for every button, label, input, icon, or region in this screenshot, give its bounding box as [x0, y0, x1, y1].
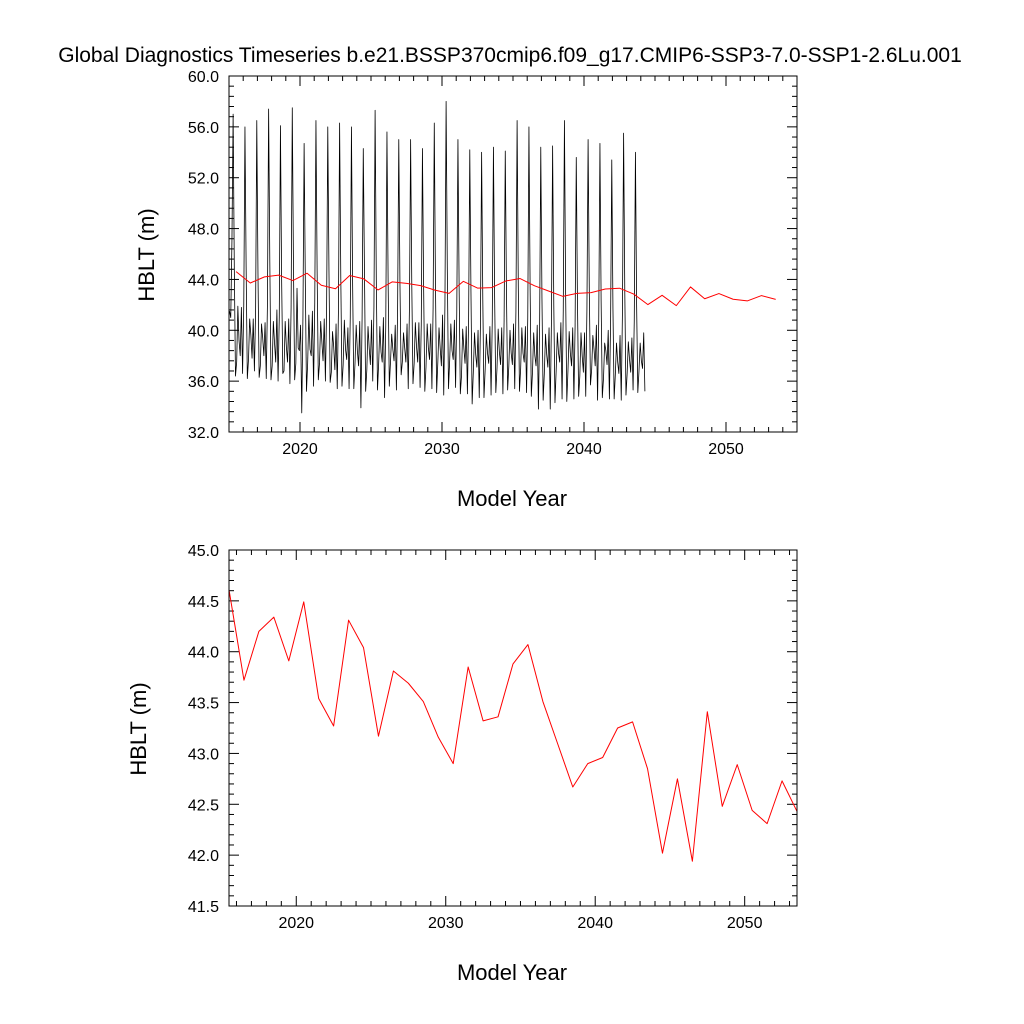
top-panel-plot-frame	[228, 75, 798, 433]
top-panel-x-tick-label: 2020	[282, 441, 318, 458]
bottom-panel-annual-timeseries: HBLT (m) Model Year 2020 2030 2040 2050 41.5…	[126, 543, 798, 985]
top-panel-y-tick-label: 44.0	[188, 272, 219, 289]
top-panel-monthly-series-line	[229, 101, 646, 414]
top-panel-x-tick-label: 2050	[708, 441, 744, 458]
top-panel-y-tick-label: 56.0	[188, 120, 219, 137]
bottom-panel-y-tick-label: 44.0	[188, 645, 219, 662]
top-panel-y-axis-label: HBLT (m)	[134, 208, 159, 301]
bottom-panel-plot-frame	[228, 549, 798, 907]
top-panel-y-tick-label: 60.0	[188, 69, 219, 86]
chart-title: Global Diagnostics Timeseries b.e21.BSSP…	[58, 44, 962, 67]
bottom-panel-y-tick-label: 43.5	[188, 696, 219, 713]
bottom-panel-y-tick-label: 43.0	[188, 746, 219, 763]
top-panel-x-tick-label: 2040	[566, 441, 602, 458]
bottom-panel-x-tick-label: 2030	[428, 915, 464, 932]
bottom-panel-annual-series-line	[228, 589, 798, 862]
bottom-panel-y-tick-label: 42.5	[188, 797, 219, 814]
bottom-panel-x-tick-label: 2040	[577, 915, 613, 932]
bottom-panel-x-axis-label: Model Year	[457, 960, 567, 985]
bottom-panel-x-tick-label: 2050	[727, 915, 763, 932]
bottom-panel-y-tick-label: 45.0	[188, 543, 219, 560]
top-panel-y-tick-label: 52.0	[188, 171, 219, 188]
top-panel-x-axis-label: Model Year	[457, 486, 567, 511]
top-panel-y-tick-label: 36.0	[188, 374, 219, 391]
top-panel-y-tick-label: 48.0	[188, 222, 219, 239]
bottom-panel-x-tick-label: 2020	[278, 915, 314, 932]
top-panel-x-tick-label: 2030	[424, 441, 460, 458]
bottom-panel-y-axis-label: HBLT (m)	[126, 682, 151, 775]
top-panel-y-tick-label: 40.0	[188, 323, 219, 340]
top-panel-tick-marks	[228, 75, 798, 433]
bottom-panel-y-tick-label: 42.0	[188, 848, 219, 865]
bottom-panel-y-tick-label: 44.5	[188, 594, 219, 611]
bottom-panel-y-tick-label: 41.5	[188, 899, 219, 916]
top-panel-annual-series-line	[235, 271, 776, 307]
top-panel-y-tick-label: 32.0	[188, 425, 219, 442]
top-panel-monthly-timeseries: HBLT (m) Model Year 2020 2030 2040 2050 32.0…	[134, 69, 798, 511]
